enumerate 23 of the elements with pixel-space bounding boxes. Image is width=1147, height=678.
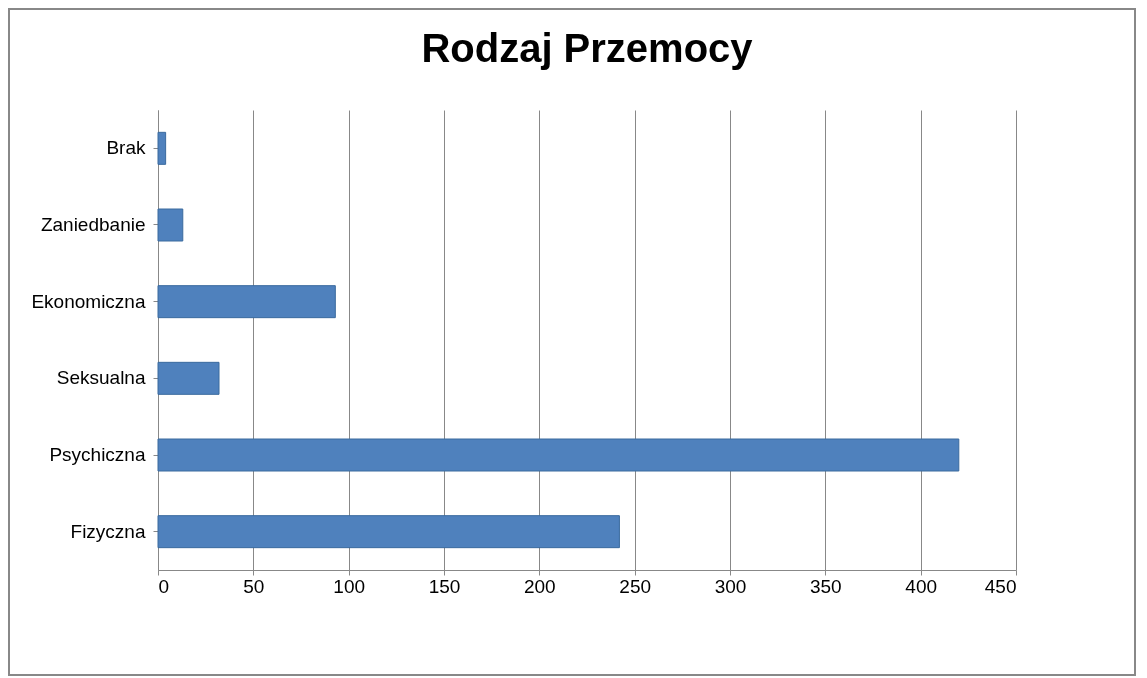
x-tick-label: 200: [523, 575, 556, 597]
bar: [157, 131, 167, 165]
x-tick-label: 50: [243, 575, 265, 597]
y-tick-label: Ekonomiczna: [31, 290, 146, 312]
bar: [157, 438, 960, 472]
x-tick-label: 150: [428, 575, 461, 597]
y-tick-label: Seksualna: [56, 367, 146, 389]
y-tick-label: Fizyczna: [70, 520, 146, 542]
x-tick-label: 450: [984, 575, 1017, 597]
bar: [157, 515, 620, 549]
bar: [157, 208, 184, 242]
x-tick-label: 100: [333, 575, 366, 597]
y-tick-label: Psychiczna: [49, 444, 146, 465]
x-tick-label: 0: [158, 575, 170, 597]
x-tick-label: 350: [809, 575, 842, 597]
y-tick-label: Brak: [106, 137, 146, 159]
chart-title: Rodzaj Przemocy: [421, 26, 754, 70]
x-tick-label: 400: [905, 575, 938, 597]
bar: [157, 285, 336, 319]
x-tick-label: 300: [714, 575, 747, 597]
y-tick-label: Zaniedbanie: [40, 214, 146, 235]
x-tick-label: 250: [619, 575, 652, 597]
bar: [157, 361, 220, 395]
